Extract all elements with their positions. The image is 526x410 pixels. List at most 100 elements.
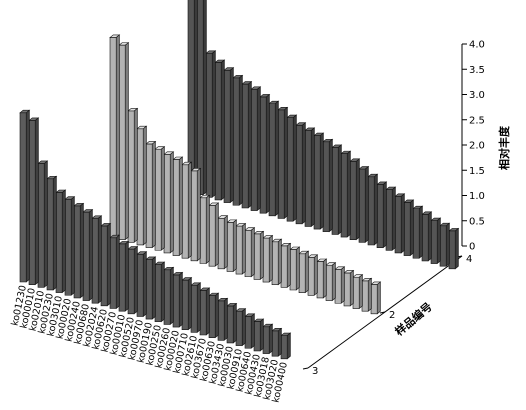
bar [19, 109, 31, 283]
depth-tick-label: 3 [312, 366, 318, 377]
bar [298, 250, 310, 294]
bar-side [241, 308, 246, 347]
bar [403, 199, 415, 257]
bar-front [109, 37, 117, 238]
bar-side [331, 262, 336, 302]
bar-front [385, 189, 393, 251]
bar [235, 222, 247, 275]
bar-front [352, 276, 360, 309]
bar-side [265, 93, 270, 214]
bar [316, 258, 328, 299]
bar-front [286, 117, 294, 222]
bar [349, 158, 361, 241]
bar-front [313, 135, 321, 230]
bar-side [133, 245, 138, 315]
bar [358, 165, 370, 243]
bar-side [310, 127, 315, 228]
bar-side [358, 274, 363, 310]
bar-front [349, 161, 357, 240]
bar-front [412, 208, 420, 259]
bar [322, 138, 334, 233]
bar-side [445, 222, 450, 267]
bar-front [376, 184, 384, 248]
bar-front [19, 112, 27, 283]
bar-side [223, 297, 228, 341]
bar-front [367, 176, 375, 246]
bar [421, 211, 433, 262]
z-tick-label: 3.5 [469, 65, 485, 76]
bar-front [91, 218, 99, 304]
bar-side [241, 222, 246, 275]
bar-front [340, 153, 348, 238]
bar-front [316, 261, 324, 299]
z-tick-label: 1.5 [469, 166, 485, 177]
bar-front [262, 326, 270, 354]
bar [46, 175, 58, 291]
bar-side [340, 266, 345, 304]
bar-side [160, 261, 165, 323]
bar-side [202, 0, 207, 196]
bar-side [43, 160, 48, 288]
bar [214, 59, 226, 201]
bar-side [292, 114, 297, 222]
bar [253, 318, 265, 352]
bar [250, 86, 262, 212]
bar-front [190, 170, 198, 262]
bar-front [181, 164, 189, 259]
bar-side [295, 246, 300, 291]
bar [181, 276, 193, 331]
bar-side [34, 117, 39, 286]
bar [430, 217, 442, 265]
bar [208, 292, 220, 339]
bar-side [319, 132, 324, 230]
z-tick-label: 1.0 [469, 191, 485, 202]
bar-front [145, 259, 153, 320]
bar-front [208, 205, 216, 267]
z-tick-label: 2.5 [469, 115, 485, 126]
bar [118, 41, 130, 241]
bar-front [226, 222, 234, 272]
bar-side [313, 254, 318, 296]
bar [118, 240, 130, 312]
bar-side [301, 122, 306, 225]
depth-tick-mark [302, 367, 309, 370]
bar [181, 161, 193, 259]
bar [352, 274, 364, 310]
z-tick-label: 3.0 [469, 90, 485, 101]
bar [439, 222, 451, 267]
bar [448, 227, 460, 270]
bar-front [421, 214, 429, 262]
bar-front [235, 225, 243, 275]
bar [109, 34, 121, 238]
bar-side [214, 292, 219, 339]
bar-front [154, 148, 162, 251]
bar-side [61, 189, 66, 294]
bar-side [250, 313, 255, 349]
bar-side [160, 146, 165, 251]
bar-front [163, 154, 171, 254]
bar-side [196, 282, 201, 333]
bar-side [178, 271, 183, 328]
bar-side [250, 227, 255, 278]
bar-side [169, 151, 174, 254]
bar [235, 308, 247, 347]
bar [226, 219, 238, 273]
bar-front [37, 163, 45, 288]
bar-front [322, 141, 330, 233]
bar-side [142, 125, 147, 246]
bar [268, 100, 280, 217]
bar [199, 287, 211, 336]
bar-side [346, 150, 351, 238]
bar [295, 122, 307, 225]
bar-side [97, 215, 102, 304]
bar [223, 67, 235, 204]
bar-side [286, 242, 291, 288]
bar [385, 186, 397, 251]
bar [82, 208, 94, 302]
bar [37, 160, 49, 288]
bar-side [187, 276, 192, 331]
z-axis-title: 相对丰度 [497, 125, 511, 170]
bar [271, 327, 283, 357]
bar-front [127, 248, 135, 315]
bar-side [355, 158, 360, 241]
